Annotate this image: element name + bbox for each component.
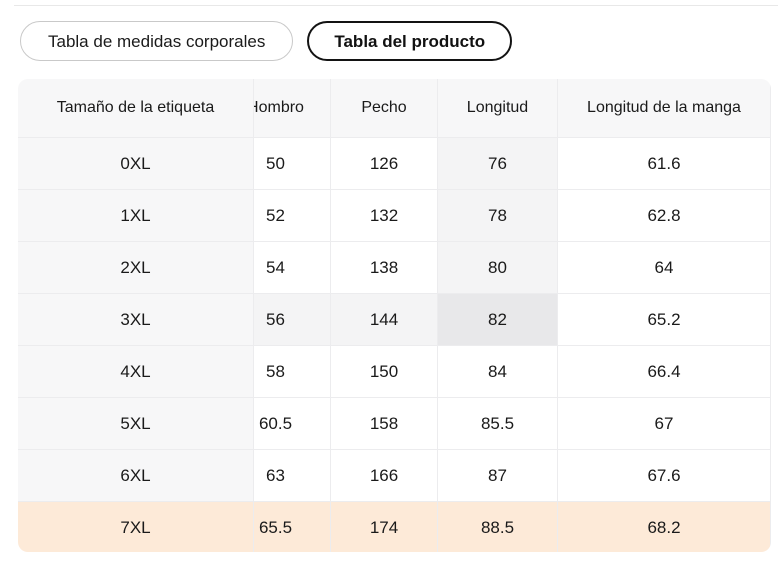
measurement-cell[interactable]: 150 [331, 346, 438, 398]
table-row: 0XL 50 126 76 61.6 [18, 138, 771, 190]
table-row: 3XL 56 144 82 65.2 [18, 294, 771, 346]
measurement-cell[interactable]: 126 [331, 138, 438, 190]
measurement-cell[interactable]: 84 [438, 346, 558, 398]
size-label-cell[interactable]: 2XL [18, 242, 254, 294]
measurement-cell[interactable]: 76 [438, 138, 558, 190]
table-row: 1XL 52 132 78 62.8 [18, 190, 771, 242]
table-row: 6XL 63 166 87 67.6 [18, 450, 771, 502]
measurement-cell[interactable]: 166 [331, 450, 438, 502]
size-label-cell[interactable]: 3XL [18, 294, 254, 346]
size-label-cell[interactable]: 1XL [18, 190, 254, 242]
chart-tabs: Tabla de medidas corporales Tabla del pr… [20, 21, 513, 61]
table-row: 4XL 58 150 84 66.4 [18, 346, 771, 398]
measurement-cell[interactable]: 144 [331, 294, 438, 346]
measurement-cell[interactable]: 66.4 [558, 346, 771, 398]
measurement-cell[interactable]: 87 [438, 450, 558, 502]
measurement-cell[interactable]: 78 [438, 190, 558, 242]
highlighted-size-row: 7XL 65.5 174 88.5 68.2 [18, 502, 771, 552]
tab-body-measurements[interactable]: Tabla de medidas corporales [20, 21, 294, 61]
measurement-cell[interactable]: 65.2 [558, 294, 771, 346]
table-row: 5XL 60.5 158 85.5 67 [18, 398, 771, 450]
measurement-cell[interactable]: 88.5 [438, 502, 558, 552]
measurement-cell[interactable]: 132 [331, 190, 438, 242]
measurement-cell[interactable]: 174 [331, 502, 438, 552]
measurement-cell[interactable]: 67 [558, 398, 771, 450]
header-row: Tamaño de la etiqueta Hombro Pecho Longi… [18, 79, 771, 138]
size-table-scroll[interactable]: Tamaño de la etiqueta Hombro Pecho Longi… [18, 79, 771, 552]
size-label-cell[interactable]: 4XL [18, 346, 254, 398]
measurement-cell[interactable]: 62.8 [558, 190, 771, 242]
measurement-cell[interactable]: 138 [331, 242, 438, 294]
measurement-cell[interactable]: 67.6 [558, 450, 771, 502]
selected-measurement-cell[interactable]: 82 [438, 294, 558, 346]
header-sleeve-length: Longitud de la manga [558, 79, 771, 138]
header-chest: Pecho [331, 79, 438, 138]
measurement-cell[interactable]: 61.6 [558, 138, 771, 190]
size-label-cell[interactable]: 7XL [18, 502, 254, 552]
measurement-cell[interactable]: 85.5 [438, 398, 558, 450]
header-label-size: Tamaño de la etiqueta [18, 79, 254, 138]
measurement-cell[interactable]: 68.2 [558, 502, 771, 552]
size-table-grid: Tamaño de la etiqueta Hombro Pecho Longi… [18, 79, 771, 552]
header-length: Longitud [438, 79, 558, 138]
measurement-cell[interactable]: 64 [558, 242, 771, 294]
tab-product-measurements[interactable]: Tabla del producto [307, 21, 513, 61]
size-label-cell[interactable]: 6XL [18, 450, 254, 502]
size-table: Tamaño de la etiqueta Hombro Pecho Longi… [18, 79, 771, 552]
size-label-cell[interactable]: 5XL [18, 398, 254, 450]
table-row: 2XL 54 138 80 64 [18, 242, 771, 294]
top-divider [14, 5, 778, 6]
measurement-cell[interactable]: 158 [331, 398, 438, 450]
size-label-cell[interactable]: 0XL [18, 138, 254, 190]
measurement-cell[interactable]: 80 [438, 242, 558, 294]
